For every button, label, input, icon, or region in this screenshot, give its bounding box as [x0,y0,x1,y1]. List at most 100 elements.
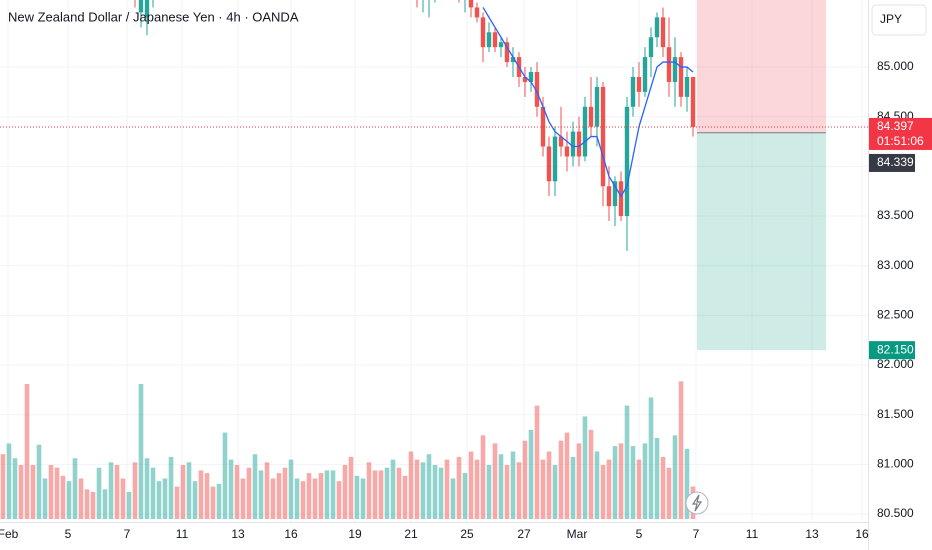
currency-button[interactable] [871,4,927,36]
volume-bar [414,459,420,519]
current-price-tag [869,117,932,150]
volume-bar [624,405,630,519]
x-tick-label: 16 [855,527,869,541]
candle-body [666,47,672,82]
candle-body [522,76,528,82]
volume-bar [420,462,426,519]
volume-bar [498,454,504,519]
lightning-icon [691,494,703,512]
x-tick-label: 13 [805,527,819,541]
y-tick-label: 81.000 [877,457,914,471]
volume-bar [468,451,474,519]
volume-bar [96,467,102,519]
volume-bar [486,465,492,519]
volume-bar [438,467,444,519]
candle-body [612,181,618,207]
volume-bar [126,492,132,519]
x-tick-label: 13 [231,527,245,541]
candle-body [684,76,690,97]
current-price-label: 84.397 [877,119,914,133]
entry-tag [869,153,915,172]
volume-bar [36,444,42,519]
volume-bar [492,443,498,519]
candle-body [642,57,648,92]
volume-bar [144,458,150,519]
candle-body [582,106,588,157]
volume-bar [282,467,288,519]
volume-bar [18,465,24,519]
volume-bar [222,432,228,519]
y-tick-label: 83.000 [877,258,914,272]
x-tick-label: Feb [0,527,19,541]
candle-body [474,7,480,18]
x-tick-label: 7 [124,527,131,541]
x-tick-label: 5 [65,527,72,541]
volume-bar [78,478,84,519]
candle-body [636,76,642,92]
candle-body [588,106,594,127]
volume-bar [654,438,660,519]
candle-body [594,86,600,127]
volume-bar [600,465,606,519]
x-tick-label: 19 [348,527,362,541]
volume-bar [306,473,312,519]
candle-body [672,57,678,82]
candle-body [606,186,612,207]
currency-label: JPY [880,12,902,26]
volume-bar [570,456,576,519]
y-tick-label: 80.500 [877,506,914,520]
volume-bar [396,467,402,519]
volume-bar [462,473,468,519]
candle-body [510,57,516,63]
volume-bar [312,478,318,519]
candle-body [504,42,510,63]
candle-body [486,32,492,48]
volume-bar [240,478,246,519]
volume-bar [546,451,552,519]
candle-body [660,17,666,48]
volume-bar [618,443,624,519]
volume-bar [354,475,360,519]
x-tick-label: Mar [567,527,588,541]
volume-bar [558,440,564,519]
volume-bar [150,467,156,519]
volume-bar [174,486,180,519]
volume-bar [288,459,294,519]
volume-bar [258,470,264,519]
volume-bar [72,458,78,519]
volume-bar [390,459,396,519]
volume-bar [168,456,174,519]
candle-body [480,17,486,48]
x-tick-label: 25 [460,527,474,541]
volume-bar [318,473,324,519]
candle-body [492,32,498,48]
candle-body [564,146,570,157]
candle-body [558,136,564,147]
volume-bar [108,462,114,519]
volume-bar [84,489,90,519]
volume-bar [684,448,690,519]
volume-bar [552,465,558,519]
target-zone [697,132,826,351]
volume-bar [156,481,162,519]
candle-body [654,17,660,38]
volume-bar [114,465,120,519]
volume-bar [534,405,540,519]
candle-body [528,72,534,82]
volume-bar [264,462,270,519]
volume-bar [474,459,480,519]
replay-button[interactable] [685,491,709,515]
volume-bar [504,465,510,519]
x-tick-label: 11 [746,527,759,541]
volume-bar [66,481,72,519]
volume-bar [576,443,582,519]
volume-bar [0,454,6,519]
volume-bar [186,462,192,519]
volume-bar [246,467,252,519]
volume-bar [372,470,378,519]
candle-body [600,86,606,187]
volume-bar [162,478,168,519]
volume-bar [636,459,642,519]
y-tick-label: 81.500 [877,407,914,421]
